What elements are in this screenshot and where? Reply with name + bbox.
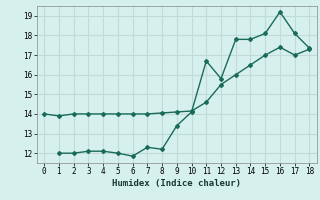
- X-axis label: Humidex (Indice chaleur): Humidex (Indice chaleur): [112, 179, 241, 188]
